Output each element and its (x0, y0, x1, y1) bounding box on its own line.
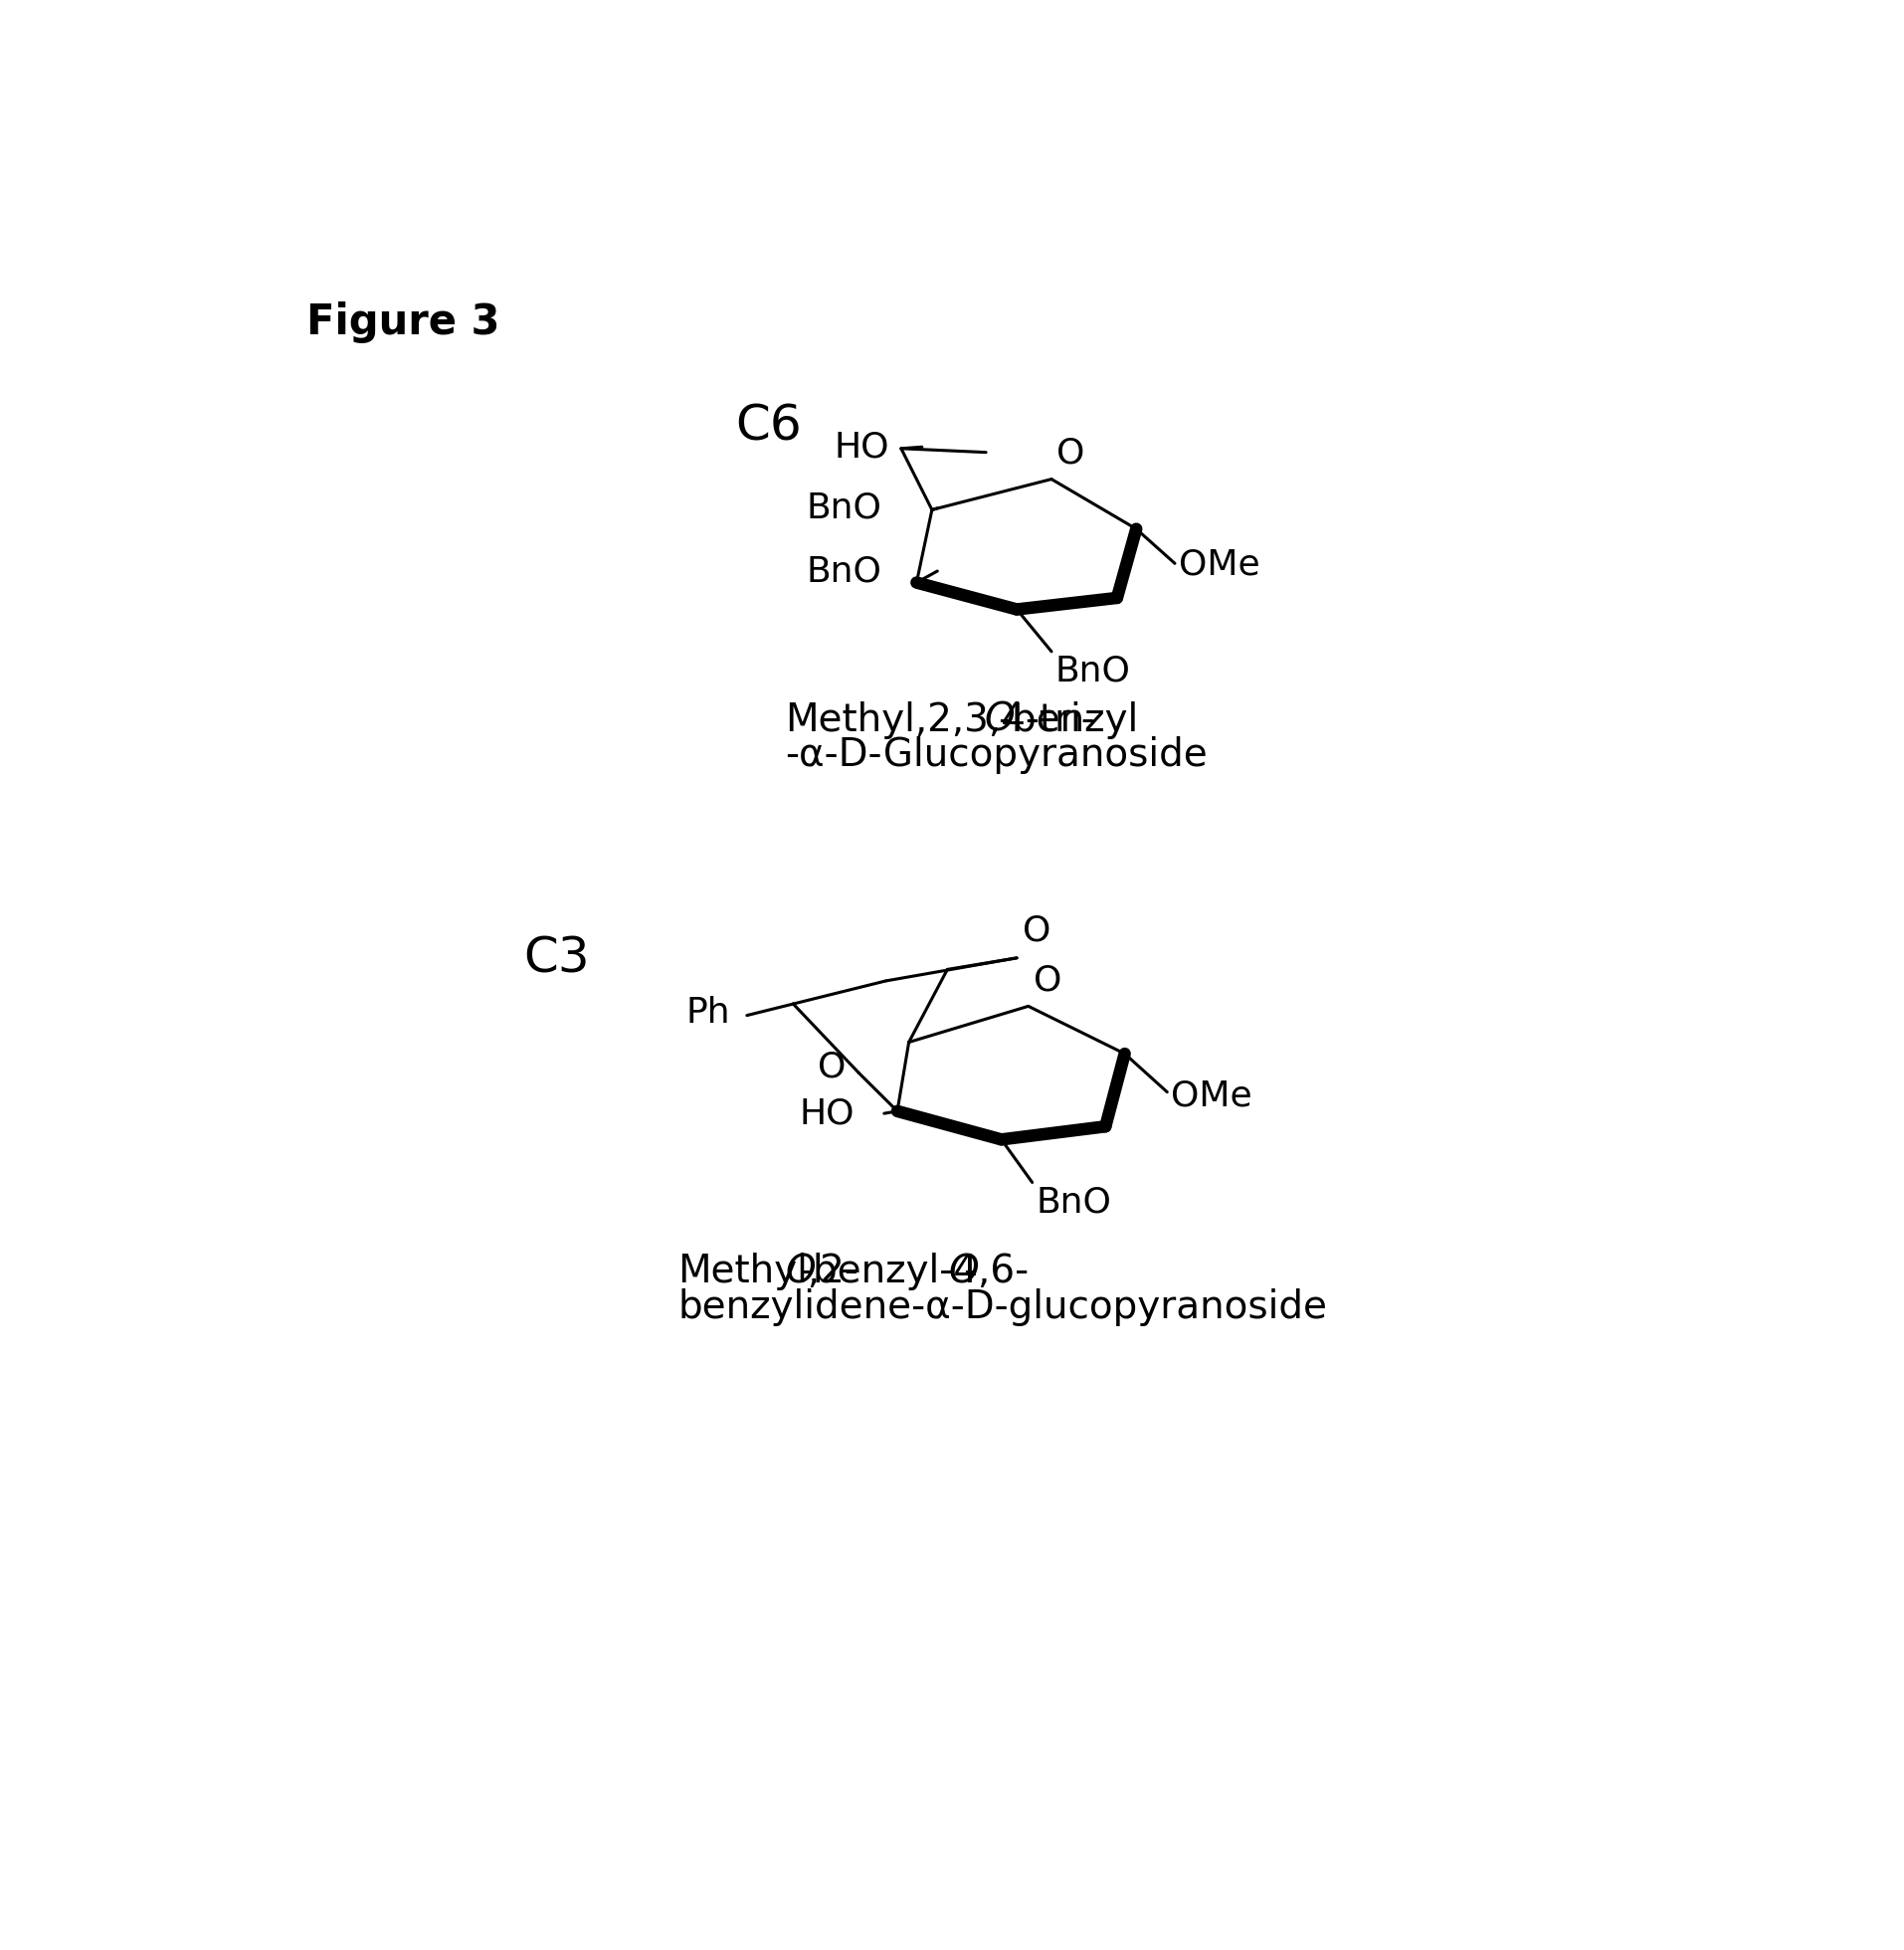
Text: O: O (948, 1254, 979, 1291)
Text: BnO: BnO (1055, 653, 1131, 688)
Text: OMe: OMe (1171, 1078, 1251, 1113)
Text: -benzyl-4,6-: -benzyl-4,6- (800, 1254, 1028, 1291)
Text: BnO: BnO (1036, 1186, 1110, 1219)
Text: C6: C6 (735, 402, 802, 450)
Text: -α-D-Glucopyranoside: -α-D-Glucopyranoside (784, 737, 1207, 774)
Text: O: O (817, 1051, 845, 1084)
Text: Figure 3: Figure 3 (307, 302, 499, 343)
Text: benzylidene-α-D-glucopyranoside: benzylidene-α-D-glucopyranoside (678, 1289, 1327, 1326)
Text: O: O (1022, 915, 1049, 948)
Text: O: O (784, 1254, 815, 1291)
Text: Methyl,2,3,4-tri-: Methyl,2,3,4-tri- (784, 702, 1095, 739)
Text: HO: HO (834, 431, 889, 464)
Text: BnO: BnO (805, 554, 882, 589)
Text: Ph: Ph (685, 996, 729, 1030)
Text: O: O (1034, 963, 1061, 996)
Text: O: O (1057, 437, 1085, 470)
Text: BnO: BnO (805, 491, 882, 525)
Text: OMe: OMe (1179, 548, 1259, 581)
Text: -benzyl: -benzyl (998, 702, 1139, 739)
Text: C3: C3 (524, 934, 590, 983)
Text: HO: HO (800, 1096, 855, 1131)
Text: Methyl,2-: Methyl,2- (678, 1254, 859, 1291)
Text: O: O (984, 702, 1015, 739)
Text: -: - (962, 1254, 977, 1291)
